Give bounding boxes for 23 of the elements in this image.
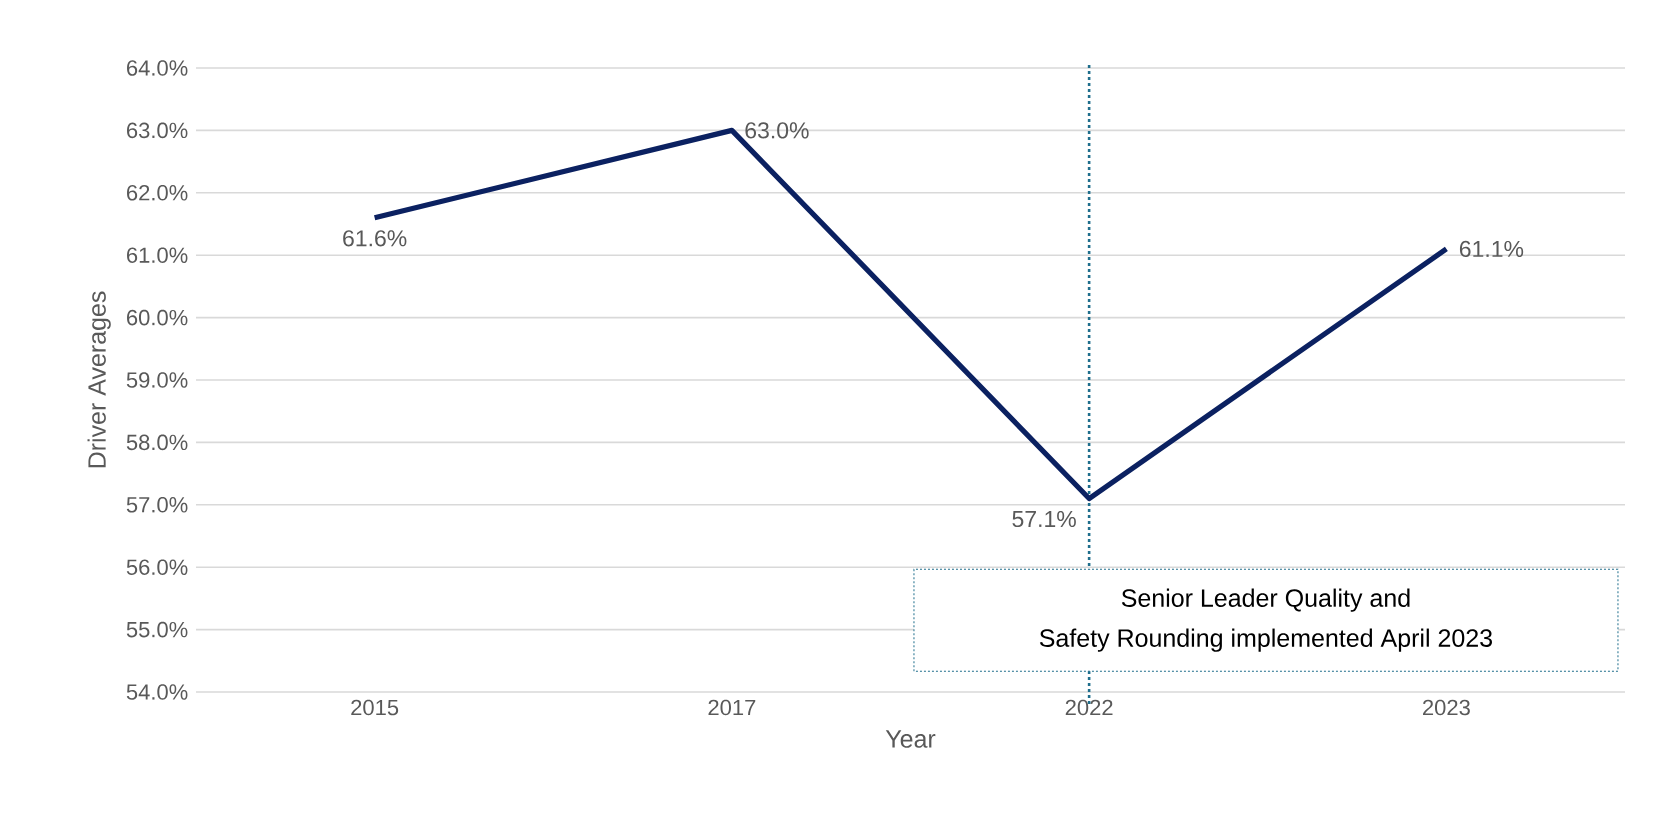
y-tick-label: 54.0% bbox=[126, 684, 188, 700]
y-tick-label: 61.0% bbox=[127, 247, 188, 263]
y-tick-label: 56.0% bbox=[126, 559, 188, 575]
y-tick-label: 55.0% bbox=[126, 621, 188, 638]
x-tick-label: 2023 bbox=[1423, 699, 1470, 716]
annotation: Safety Rounding implemented April 2023 bbox=[1039, 628, 1492, 652]
y-tick-label: 63.0% bbox=[127, 122, 188, 139]
data-label: 61.1% bbox=[1459, 240, 1524, 258]
y-tick-label: 57.0% bbox=[126, 497, 188, 513]
data-label: 63.0% bbox=[745, 122, 809, 139]
y-tick-label: 60.0% bbox=[127, 309, 188, 326]
y-tick-label: 64.0% bbox=[127, 60, 188, 76]
x-tick-label: 2015 bbox=[351, 699, 399, 716]
y-tick-label: 58.0% bbox=[126, 434, 188, 451]
x-axis-title: Year bbox=[885, 730, 936, 748]
annotation: Senior Leader Quality and bbox=[1121, 588, 1410, 612]
data-label: 61.6% bbox=[343, 230, 407, 247]
y-tick-label: 62.0% bbox=[127, 185, 188, 201]
x-tick-label: 2022 bbox=[1065, 699, 1113, 716]
x-tick-label: 2017 bbox=[708, 699, 756, 716]
y-axis-title: Driver Averages bbox=[87, 291, 111, 468]
data-label: 57.1% bbox=[1012, 510, 1076, 528]
y-tick-label: 59.0% bbox=[126, 372, 188, 388]
